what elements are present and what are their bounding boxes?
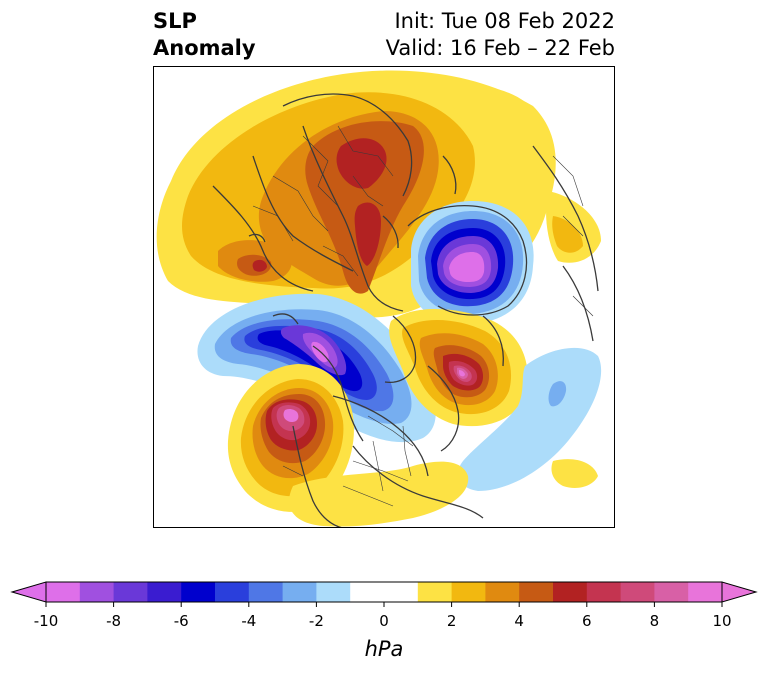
colorbar-bin [79, 582, 114, 602]
colorbar-tick-label: 0 [379, 612, 389, 630]
colorbar-bin [417, 582, 452, 602]
colorbar-high-extend-arrow [721, 581, 758, 603]
positive-anomaly-pacific [227, 364, 354, 512]
colorbar: -10 -8 -6 -4 -2 0 2 4 6 8 10 hPa [10, 581, 758, 661]
colorbar-bins [46, 582, 723, 602]
valid-range-label: Valid: 16 Feb – 22 Feb [385, 36, 615, 60]
colorbar-low-extend-arrow [10, 581, 47, 603]
colorbar-bin [384, 582, 419, 602]
colorbar-tick-label: -6 [174, 612, 189, 630]
slp-anomaly-map [153, 66, 615, 528]
colorbar-bin [654, 582, 689, 602]
colorbar-tick-label: -2 [309, 612, 324, 630]
colorbar-bin [350, 582, 385, 602]
title-line-1: SLP [153, 9, 197, 33]
colorbar-bin [181, 582, 216, 602]
colorbar-bin [316, 582, 351, 602]
colorbar-unit-label: hPa [365, 637, 404, 661]
plot-title: SLP Anomaly [153, 8, 256, 62]
colorbar-bin [451, 582, 486, 602]
negative-anomaly-siberia [411, 201, 534, 325]
colorbar-bin [248, 582, 283, 602]
colorbar-bin [586, 582, 621, 602]
colorbar-tick-label: 8 [650, 612, 660, 630]
colorbar-bin [215, 582, 250, 602]
map-frame [153, 66, 615, 528]
country-borders [252, 125, 594, 507]
colorbar-tick-label: -8 [106, 612, 121, 630]
colorbar-bin [113, 582, 148, 602]
colorbar-tick-label: -4 [241, 612, 256, 630]
colorbar-bin [620, 582, 655, 602]
colorbar-tick-label: -10 [34, 612, 59, 630]
colorbar-tick-label: 10 [712, 612, 731, 630]
init-date-label: Init: Tue 08 Feb 2022 [394, 9, 615, 33]
negative-anomaly-east-atlantic [458, 347, 602, 491]
forecast-dates: Init: Tue 08 Feb 2022 Valid: 16 Feb – 22… [386, 8, 615, 62]
positive-anomaly-atlantic [389, 308, 528, 427]
colorbar-tick-label: 6 [582, 612, 592, 630]
colorbar-tick-label: 2 [447, 612, 457, 630]
colorbar-tick-label: 4 [514, 612, 524, 630]
colorbar-bin [147, 582, 182, 602]
title-line-2: Anomaly [153, 36, 256, 60]
colorbar-ticks: -10 -8 -6 -4 -2 0 2 4 6 8 10 [34, 602, 732, 630]
colorbar-bin [46, 582, 81, 602]
positive-anomaly-subtropics [289, 459, 598, 527]
colorbar-bin [282, 582, 317, 602]
coastlines [212, 93, 599, 528]
colorbar-bin [688, 582, 723, 602]
colorbar-bin [553, 582, 588, 602]
colorbar-bin [485, 582, 520, 602]
colorbar-bin [519, 582, 554, 602]
